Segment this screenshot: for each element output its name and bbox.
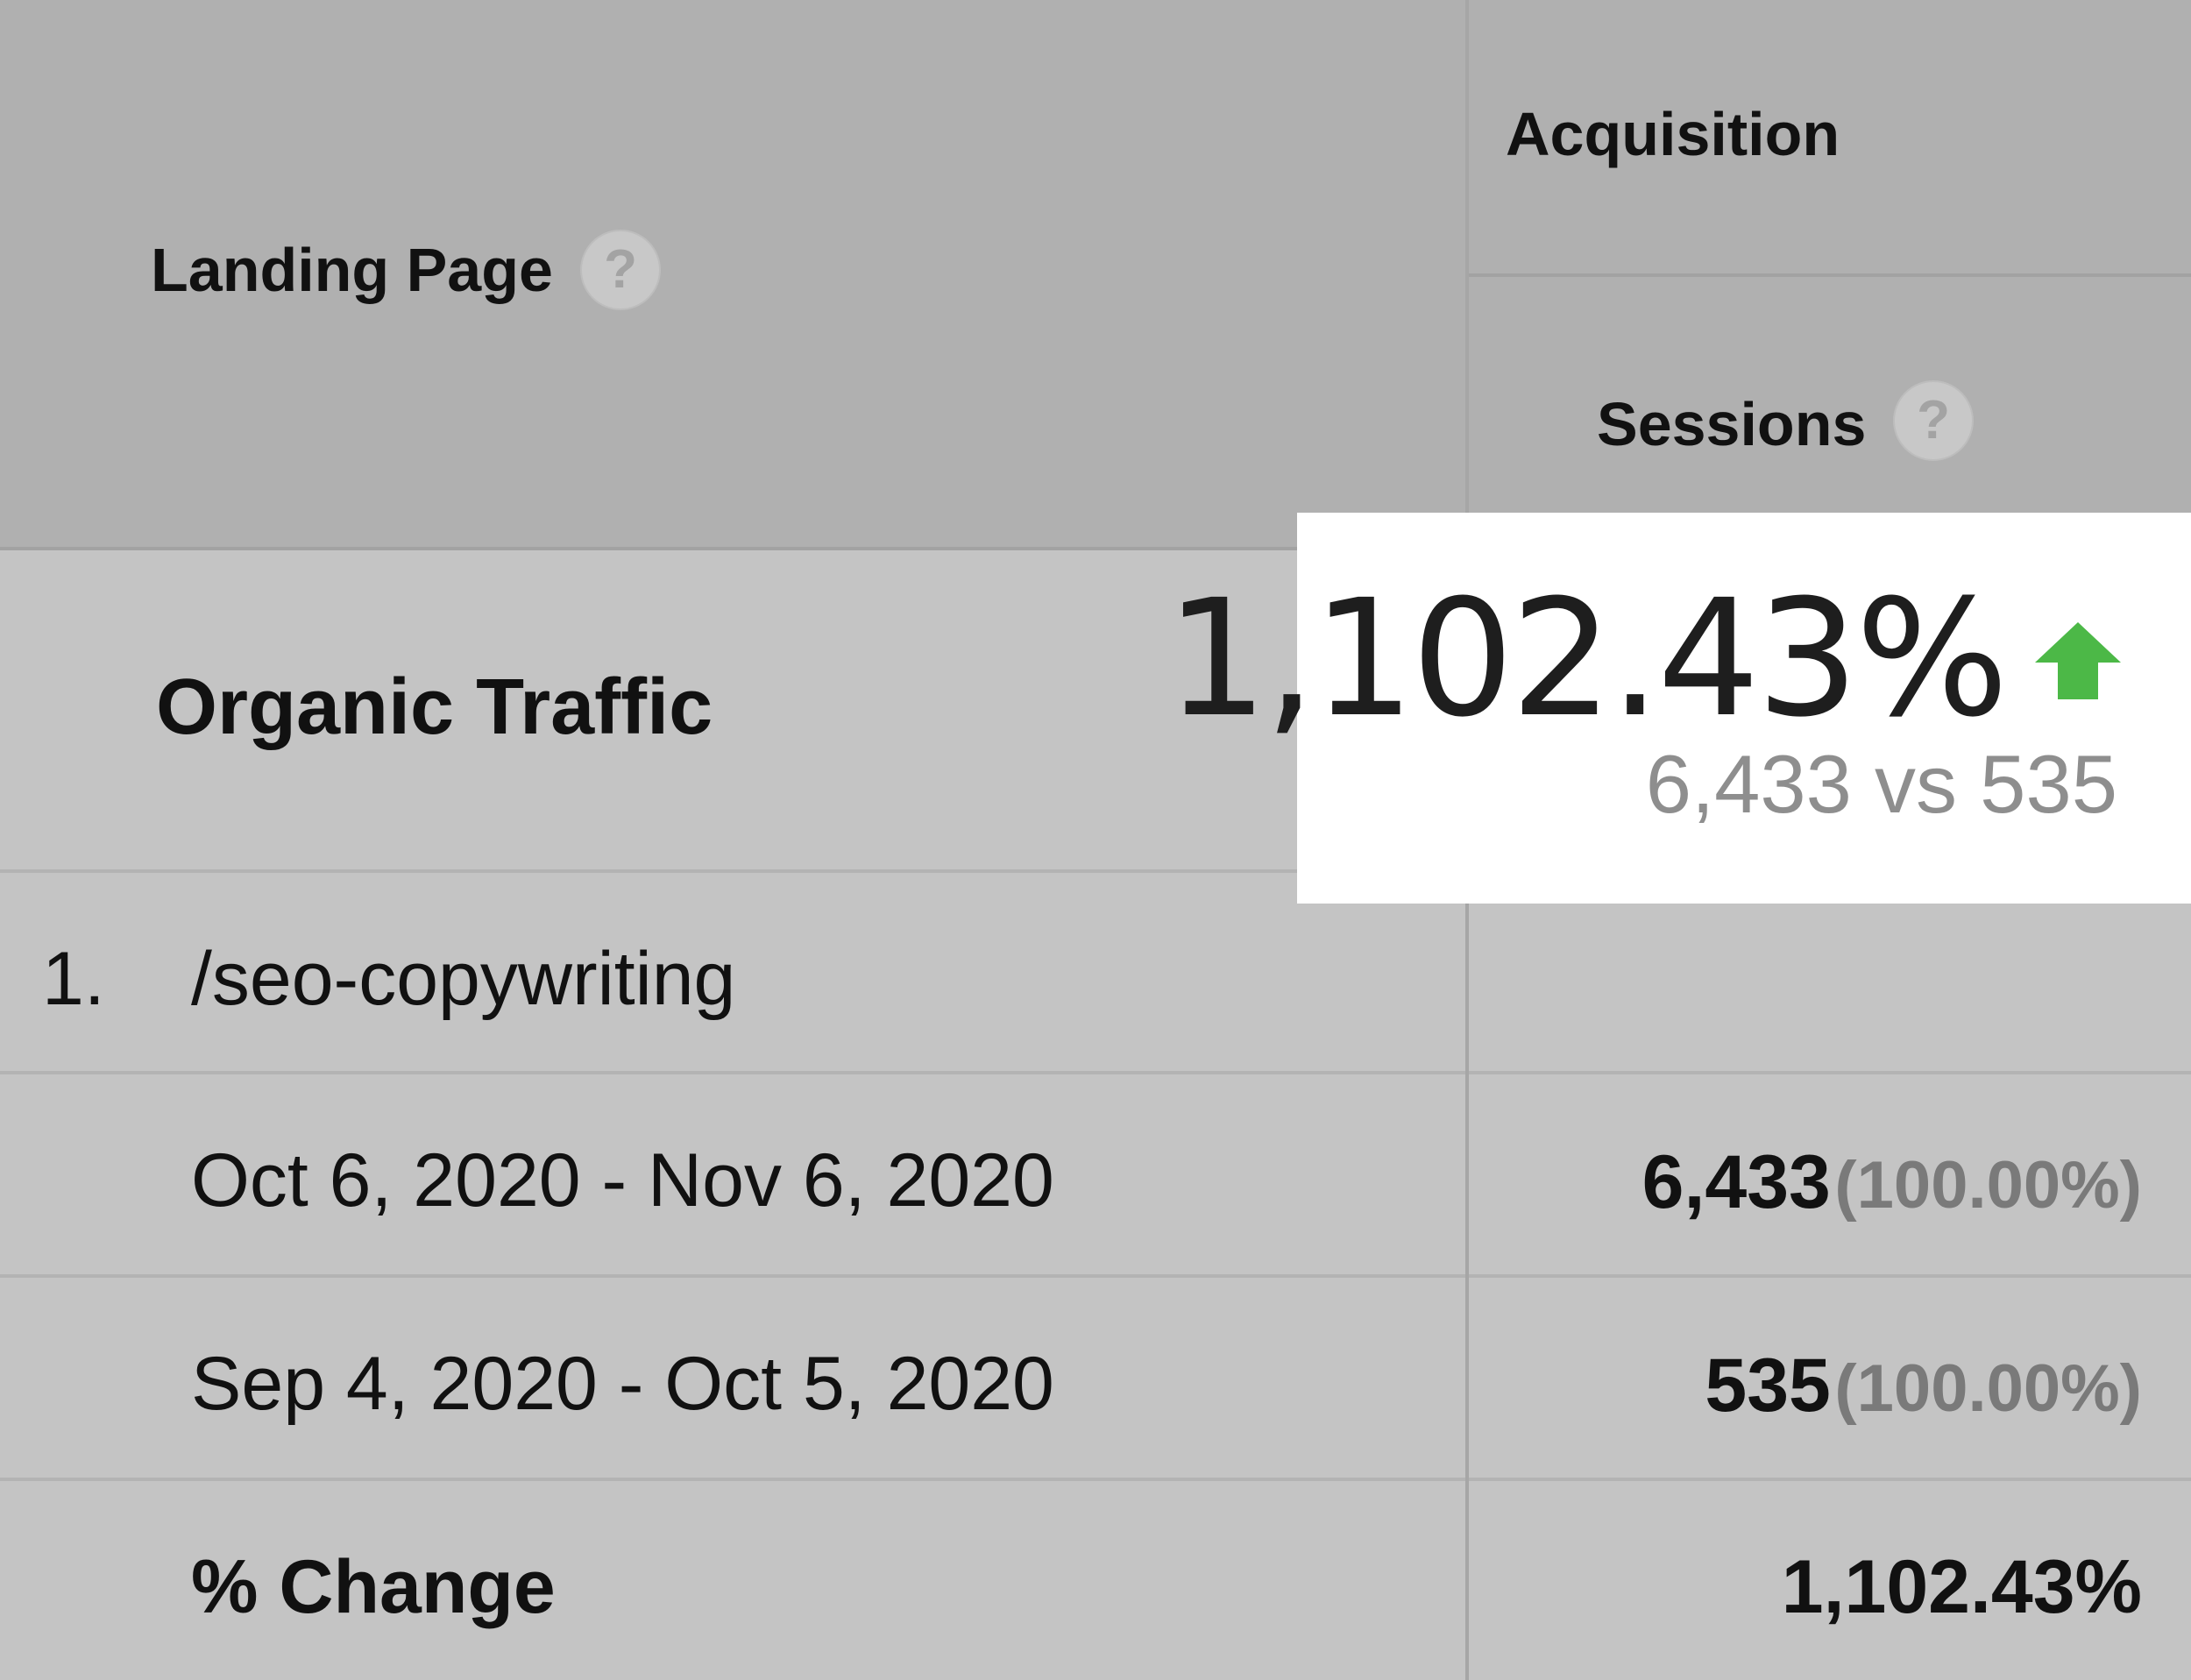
table-row bbox=[0, 1074, 2191, 1274]
row-index: 1. bbox=[42, 937, 105, 1021]
date-range-current: Oct 6, 2020 - Nov 6, 2020 bbox=[191, 1138, 1054, 1223]
arrow-up-icon bbox=[2035, 622, 2121, 699]
header-divider bbox=[1467, 273, 2191, 277]
percent-change-value: 1,102.43% bbox=[1781, 1545, 2142, 1629]
table-row bbox=[0, 1481, 2191, 1680]
segment-name: Organic Traffic bbox=[156, 663, 713, 751]
acquisition-header: Acquisition bbox=[1506, 100, 1840, 168]
header-bottom-divider bbox=[0, 547, 2191, 550]
row-divider bbox=[0, 869, 2191, 873]
comparison-text: 6,433 vs 535 bbox=[1645, 738, 2117, 830]
row-divider bbox=[0, 1478, 2191, 1481]
table-row bbox=[0, 1278, 2191, 1478]
table-row[interactable] bbox=[0, 873, 2191, 1071]
change-percent-highlight: 1,102.43% bbox=[1165, 565, 2009, 753]
help-icon[interactable]: ? bbox=[1893, 380, 1974, 461]
sessions-count: 535 bbox=[1705, 1343, 1831, 1428]
landing-page-header[interactable]: Landing Page bbox=[151, 236, 553, 304]
percent-change-label: % Change bbox=[191, 1545, 556, 1629]
row-divider bbox=[0, 1274, 2191, 1278]
landing-page-link[interactable]: /seo-copywriting bbox=[191, 937, 736, 1021]
row-divider bbox=[0, 1071, 2191, 1074]
date-range-previous: Sep 4, 2020 - Oct 5, 2020 bbox=[191, 1342, 1054, 1426]
help-icon[interactable]: ? bbox=[580, 230, 661, 310]
sessions-percent: (100.00%) bbox=[1834, 1148, 2142, 1223]
sessions-count: 6,433 bbox=[1641, 1140, 1831, 1224]
sessions-header[interactable]: Sessions bbox=[1597, 390, 1867, 458]
sessions-value-current: 6,433 (100.00%) bbox=[1642, 1139, 2142, 1226]
sessions-percent: (100.00%) bbox=[1834, 1351, 2142, 1426]
change-highlight-box bbox=[1297, 513, 2191, 904]
sessions-value-previous: 535 (100.00%) bbox=[1705, 1343, 2142, 1429]
